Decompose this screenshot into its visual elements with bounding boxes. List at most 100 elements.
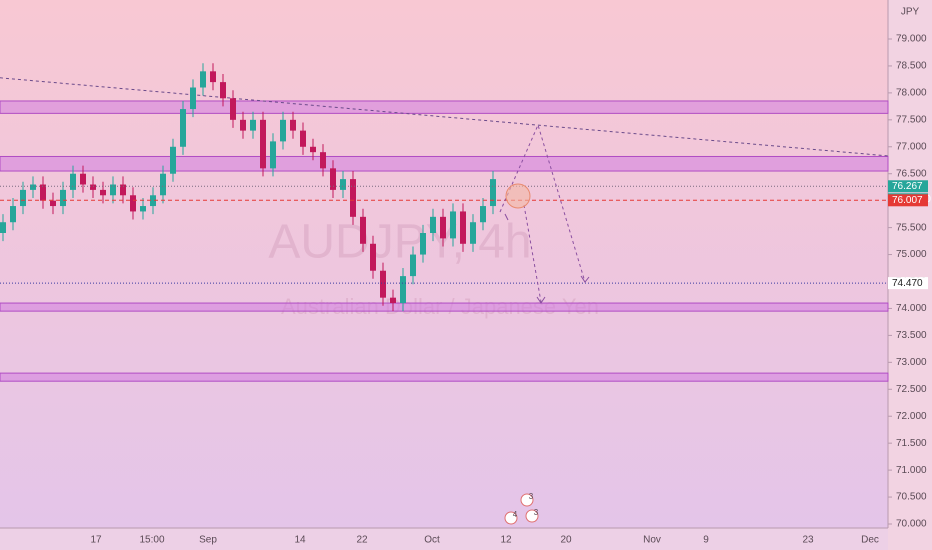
level-label-bg — [888, 277, 928, 290]
candle-body — [100, 189, 106, 196]
candle-body — [480, 206, 486, 223]
chart-layer: 79.000 78.500 78.000 77.500 77.000 76.500 76.0… — [0, 34, 927, 546]
x-tick-label: Oct — [424, 535, 440, 546]
candle-body — [320, 152, 326, 169]
candle-body — [410, 254, 416, 277]
zone — [0, 100, 889, 114]
projection-path — [523, 204, 542, 303]
x-tick-label: 9 — [703, 535, 709, 546]
x-tick-label: 12 — [500, 535, 512, 546]
candle-body — [70, 173, 76, 190]
candle-body — [260, 119, 266, 169]
y-tick-label: 78.000 — [896, 88, 927, 99]
candle-body — [440, 216, 446, 239]
candle-body — [140, 206, 146, 212]
x-tick-label: 20 — [560, 535, 572, 546]
y-tick-label: 71.500 — [896, 438, 927, 449]
y-tick-label: 73.000 — [896, 357, 927, 368]
candle-body — [380, 270, 386, 298]
candle-body — [170, 146, 176, 174]
x-tick-label: Nov — [643, 535, 661, 546]
candle-body — [60, 189, 66, 207]
x-tick-label: 14 — [294, 535, 306, 546]
y-tick-label: 78.500 — [896, 61, 927, 72]
candle-body — [450, 211, 456, 239]
event-count: 3 — [529, 492, 534, 501]
y-tick-label: 74.000 — [896, 303, 927, 314]
x-tick-label: Sep — [199, 535, 217, 546]
time-axis — [0, 528, 888, 550]
candle-body — [430, 216, 436, 233]
candle-body — [30, 184, 36, 190]
y-tick-label: 71.000 — [896, 465, 927, 476]
zone — [0, 372, 889, 382]
candle-body — [110, 184, 116, 196]
candle-body — [340, 179, 346, 190]
candle-body — [490, 179, 496, 207]
candle-body — [150, 195, 156, 207]
candle-body — [0, 222, 6, 233]
last-price-label-bg — [888, 180, 928, 193]
y-tick-label: 77.000 — [896, 141, 927, 152]
event-icon — [504, 511, 518, 525]
bid-label: 76.007 — [892, 195, 923, 206]
y-tick-label: 75.000 — [896, 249, 927, 260]
candle-body — [230, 98, 236, 120]
trendline — [0, 77, 889, 157]
y-tick-label: 72.000 — [896, 411, 927, 422]
projection — [499, 123, 590, 304]
highlight-circle — [505, 183, 531, 209]
y-tick-label: 73.500 — [896, 330, 927, 341]
candle-body — [370, 243, 376, 271]
candle-body — [290, 119, 296, 131]
event-count: 3 — [534, 508, 539, 517]
event-icon — [525, 509, 539, 523]
candle-body — [10, 206, 16, 223]
watermark: AUDJPY, 4h — [268, 216, 531, 269]
currency-label: JPY — [901, 7, 920, 18]
y-tick-label: 76.500 — [896, 168, 927, 179]
candle-body — [220, 82, 226, 99]
candle-body — [130, 195, 136, 212]
last-price-label: 76.267 — [892, 181, 923, 192]
x-tick-label: 22 — [356, 535, 368, 546]
zone — [0, 302, 889, 312]
candle-body — [390, 297, 396, 304]
y-tick-label: 77.500 — [896, 114, 927, 125]
candle-body — [120, 184, 126, 196]
candle-body — [50, 200, 56, 207]
candle-body — [360, 216, 366, 244]
x-tick-label: Dec — [861, 535, 879, 546]
candle-body — [400, 276, 406, 304]
plot-background — [0, 0, 888, 528]
candle-body — [330, 168, 336, 190]
candle-body — [190, 87, 196, 110]
y-tick-label: 70.500 — [896, 492, 927, 503]
event-icon — [520, 493, 534, 507]
candle-body — [80, 173, 86, 185]
candle-body — [160, 173, 166, 196]
candle-body — [90, 184, 96, 190]
candle-body — [200, 71, 206, 88]
candle-body — [20, 189, 26, 207]
bid-label-bg — [888, 194, 928, 207]
candle-body — [460, 211, 466, 244]
candle-body — [300, 130, 306, 147]
candle-body — [240, 119, 246, 131]
x-tick-label: 17 — [90, 535, 102, 546]
level-label: 74.470 — [892, 278, 923, 289]
candle-body — [40, 184, 46, 201]
y-tick-label: 79.000 — [896, 34, 927, 45]
price-axis — [888, 0, 932, 550]
y-tick-label: 75.500 — [896, 222, 927, 233]
arrow-head — [504, 213, 590, 304]
y-tick-label: 70.000 — [896, 519, 927, 530]
candle-body — [250, 119, 256, 131]
x-tick-label: 23 — [802, 535, 814, 546]
candle-body — [280, 119, 286, 142]
candle-body — [420, 233, 426, 255]
event-count: 4 — [513, 510, 518, 519]
candle-body — [180, 109, 186, 147]
candle-body — [470, 222, 476, 244]
